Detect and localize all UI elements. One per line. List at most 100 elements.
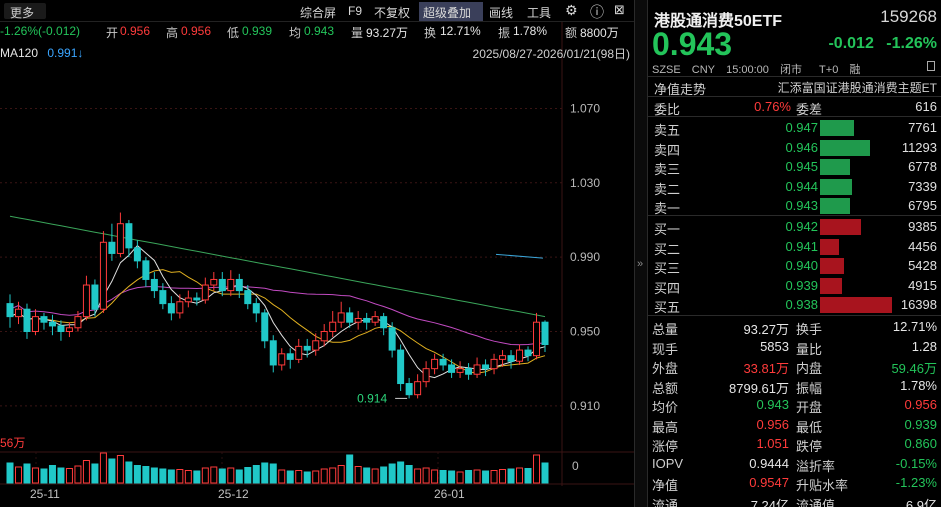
help-icon[interactable]: ⓘ [590, 4, 604, 20]
candle-body [473, 364, 481, 375]
bid-row[interactable]: 买二 0.941 4456 [648, 237, 941, 257]
overlay-line [495, 253, 544, 259]
tab-no-adjust[interactable]: 不复权 [374, 6, 411, 20]
info-amp: 1.78% [513, 24, 548, 38]
stat-value: 0.956 [756, 416, 789, 432]
kline-chart[interactable]: 1.070 1.030 0.990 0.950 0.910 0 0.914 [0, 0, 634, 507]
ask-row[interactable]: 卖一 0.943 6795 [648, 196, 941, 216]
stat-value: 1.28 [911, 338, 937, 354]
price-change: -0.012 -1.26% [828, 35, 937, 53]
stat-value: 1.78% [900, 377, 937, 393]
ask-level-label: 卖二 [654, 181, 681, 197]
date-range: 2025/08/27-2026/01/21(98日) [472, 47, 630, 61]
stats-row: 流通 7.24亿 流通值 6.9亿 [648, 493, 941, 507]
bid-row[interactable]: 买一 0.942 9385 [648, 217, 941, 237]
stats-row: 涨停 1.051 跌停 0.860 [648, 434, 941, 454]
close-icon[interactable]: ⊠ [614, 2, 625, 17]
volume-bar [14, 466, 22, 484]
bid-level-label: 买三 [654, 261, 681, 276]
volume-bar [312, 470, 320, 484]
y-tick-label: 0.990 [570, 250, 600, 264]
wb-label: 委比 [654, 102, 681, 117]
candle-body [167, 303, 175, 314]
tab-draw[interactable]: 画线 [489, 6, 514, 20]
ask-row[interactable]: 卖三 0.945 6778 [648, 157, 941, 177]
volume-bar [422, 467, 430, 484]
stat-label: 量比 [796, 341, 823, 357]
stat-label: 涨停 [652, 439, 679, 454]
info-avg: 0.943 [304, 24, 335, 38]
candle-body [227, 278, 235, 292]
stat-label: 开盘 [796, 400, 823, 415]
stats-row: 均价 0.943 开盘 0.956 [648, 395, 941, 415]
ma-legend: MA120 0.991↓ [0, 46, 83, 60]
tab-super-overlay[interactable]: 超级叠加 [423, 6, 472, 20]
volume-bar [201, 467, 209, 484]
gear-icon[interactable]: ⚙ [565, 2, 578, 18]
candle-body [235, 278, 243, 292]
volume-bar [490, 470, 498, 484]
candle-body [448, 364, 456, 373]
menu-icon[interactable] [927, 61, 935, 71]
tab-f9[interactable]: F9 [348, 4, 363, 18]
stat-value: 93.27万 [743, 322, 789, 337]
tab-composite[interactable]: 综合屏 [300, 6, 337, 20]
stat-label: 均价 [652, 400, 679, 415]
volume-bar [533, 454, 541, 484]
stat-label: 换手 [796, 322, 823, 337]
ask-row[interactable]: 卖四 0.946 11293 [648, 138, 941, 158]
ma60-line [9, 285, 546, 346]
stat-label: 溢折率 [796, 458, 836, 474]
stats-row: IOPV 0.9444 溢折率 -0.15% [648, 454, 941, 474]
volume-zero-label: 0 [572, 459, 579, 473]
ask-row[interactable]: 卖二 0.944 7339 [648, 177, 941, 197]
ask-level-label: 卖五 [654, 123, 681, 138]
bid-level-label: 买一 [654, 222, 681, 237]
more-button[interactable] [4, 3, 46, 19]
info-avg-label: 均 [289, 26, 302, 40]
volume-bar [116, 455, 124, 484]
y-tick-label: 0.910 [570, 399, 600, 413]
bid-row[interactable]: 买三 0.940 5428 [648, 256, 941, 276]
more-label[interactable]: 更多 [10, 6, 35, 20]
ask-volume: 11293 [901, 139, 937, 155]
panel-toggle[interactable]: » [634, 0, 648, 507]
bid-row[interactable]: 买四 0.939 4915 [648, 276, 941, 296]
stat-label: 最低 [796, 419, 823, 435]
info-amt-label: 额 [565, 26, 578, 40]
volume-bar [295, 470, 303, 484]
volume-bar [456, 471, 464, 484]
nav-row[interactable]: 净值走势 汇添富国证港股通消费主题ET [648, 77, 941, 97]
volume-bar [516, 467, 524, 484]
info-high: 0.956 [181, 24, 212, 38]
meta-t0: T+0 [819, 64, 839, 76]
candle-body [218, 278, 226, 292]
stat-label: 最高 [652, 419, 679, 435]
bid-level-label: 买五 [654, 300, 681, 315]
volume-bar [99, 452, 107, 484]
chart-toolbar: 更多 综合屏 F9 不复权 超级叠加 画线 工具 ⚙ ⓘ ⊠ [0, 0, 634, 22]
volume-bar [371, 468, 379, 484]
chevron-right-icon[interactable]: » [637, 258, 644, 270]
kline-chart-area[interactable]: 1.070 1.030 0.990 0.950 0.910 0 0.914 更多 综合屏 F… [0, 0, 634, 507]
candle-body [65, 327, 73, 332]
candle-body [405, 383, 413, 396]
bid-row[interactable]: 买五 0.938 16398 [648, 295, 941, 315]
candle-body [193, 297, 201, 301]
info-vol-label: 量 [351, 26, 364, 40]
candle-body [74, 316, 82, 329]
candle-body [533, 321, 541, 357]
bid-volume-bar [820, 297, 892, 313]
candle-body [201, 284, 209, 301]
bid-level-label: 买二 [654, 241, 681, 257]
tab-tools[interactable]: 工具 [527, 6, 552, 20]
candle-body [184, 297, 192, 303]
ask-row[interactable]: 卖五 0.947 7761 [648, 118, 941, 138]
ask-price: 0.943 [785, 198, 818, 213]
nav-trend-label[interactable]: 净值走势 [654, 82, 707, 97]
candle-body [516, 349, 524, 362]
ma10-line [9, 244, 546, 379]
volume-bar [57, 467, 65, 484]
stat-label: 净值 [652, 478, 679, 493]
stat-label: 内盘 [796, 361, 823, 376]
